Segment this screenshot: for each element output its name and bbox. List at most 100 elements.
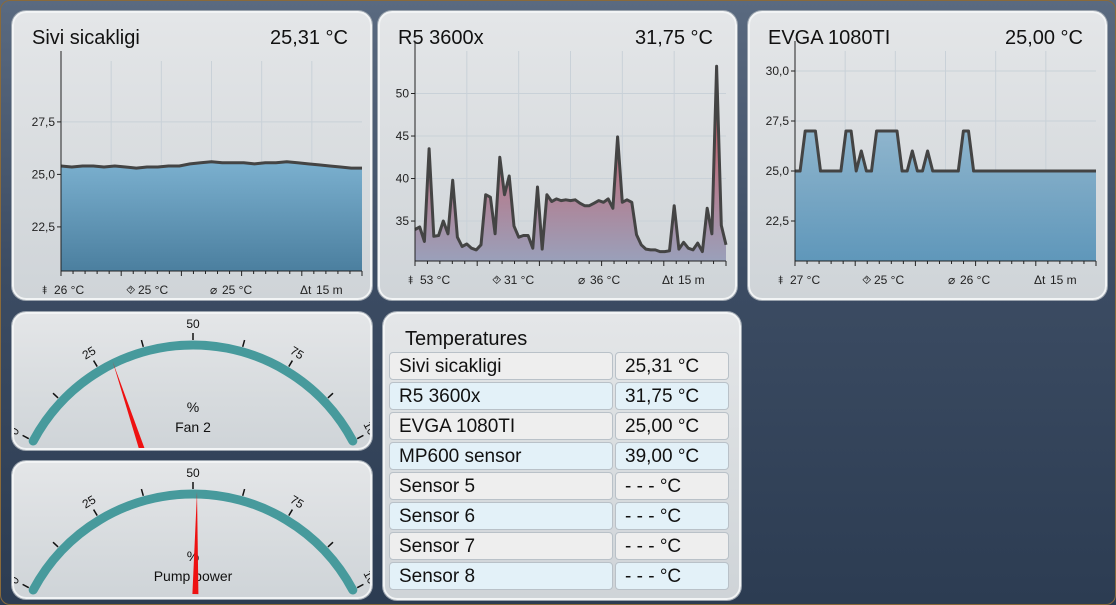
min-icon: ⯑ [126,283,136,297]
temperatures-title: Temperatures [405,328,528,350]
gauge-tick [92,360,98,367]
sensor-value: - - - °C [615,502,729,530]
sensor-value: - - - °C [615,472,729,500]
gauge-tick-label: 25 [80,343,99,362]
min-value: 25 °C [138,283,168,297]
temperature-chart: 22,5 25,0 27,5 ⯒ 26 °C ⯑ 25 °C ⌀ 25 °C Δt … [32,51,363,297]
gauge-tick [140,339,145,347]
series-line [414,64,728,254]
table-row: EVGA 1080TI 25,00 °C [389,412,729,440]
min-icon: ⯑ [492,273,502,287]
avg-value: 36 °C [590,273,620,287]
gauge-tick [52,392,59,399]
gauge: 0 25 50 75 100 % Fan 2 [7,317,382,458]
sensor-value: 25,00 °C [615,412,729,440]
sensor-name: MP600 sensor [389,442,613,470]
chart-title: Sivi sicakligi [32,27,140,49]
gauge-needle [192,492,199,595]
duration-icon: Δt [662,273,674,287]
gauge-tick [327,392,334,399]
gauge-tick-label: 50 [186,466,200,480]
gauge-tick [241,339,246,347]
duration-icon: Δt [300,283,312,297]
chart-footer: ⯒ 27 °C ⯑ 25 °C ⌀ 26 °C Δt 15 m [778,273,1077,287]
avg-icon: ⌀ [210,283,217,297]
max-value: 27 °C [790,273,820,287]
chart-footer: ⯒ 26 °C ⯑ 25 °C ⌀ 25 °C Δt 15 m [42,283,343,297]
gauge-arc [28,340,358,446]
gauge-tick-label: 75 [288,343,307,362]
sensor-name: Sensor 5 [389,472,613,500]
gauge-tick [92,509,98,516]
gauge-tick [22,434,30,440]
area-fill [795,131,1096,261]
sensor-value: 25,31 °C [615,352,729,380]
temperature-chart: 22,5 25,0 27,5 30,0 ⯒ 27 °C ⯑ 25 °C ⌀ 26 °C… [766,41,1097,287]
gauge-needle [112,361,147,458]
min-value: 25 °C [874,273,904,287]
chart-panel-evga-1080ti: EVGA 1080TI 25,00 °C 22,5 25,0 27,5 30,0 ⯒ … [748,11,1107,300]
y-tick-label: 27,5 [32,115,56,129]
table-row: R5 3600x 31,75 °C [389,382,729,410]
table-row: Sivi sicakligi 25,31 °C [389,352,729,380]
gauge-tick [52,541,59,548]
avg-value: 25 °C [222,283,252,297]
gauge-tick [241,488,246,496]
max-icon: ⯒ [42,283,47,297]
duration-value: 15 m [1050,273,1077,287]
chart-current-value: 25,31 °C [269,27,348,49]
max-icon: ⯒ [408,273,413,287]
max-icon: ⯒ [778,273,783,287]
gauge-tick-label: 50 [186,317,200,331]
y-tick-label: 25,0 [32,167,56,181]
y-tick-label: 22,5 [32,220,56,234]
max-value: 26 °C [54,283,84,297]
gauge-unit: % [187,399,199,415]
gauge-tick-label: 0 [14,425,22,438]
chart-footer: ⯒ 53 °C ⯑ 31 °C ⌀ 36 °C Δt 15 m [408,273,705,287]
gauge-tick [356,583,364,589]
y-tick-label: 27,5 [766,114,790,128]
area-fill [415,66,726,261]
sensor-value: 39,00 °C [615,442,729,470]
sensor-value: - - - °C [615,532,729,560]
min-icon: ⯑ [862,273,872,287]
gauge-tick-label: 100 [361,419,370,444]
gauge-label: Pump power [154,568,233,584]
gauge-tick [288,509,294,516]
gauge-tick-label: 0 [14,574,22,587]
sensor-name: Sensor 6 [389,502,613,530]
gauge-tick-label: 100 [361,568,370,593]
y-tick-label: 40 [396,172,410,186]
y-tick-label: 25,0 [766,164,790,178]
sensor-name: Sensor 8 [389,562,613,590]
sensor-name: EVGA 1080TI [389,412,613,440]
sensor-value: 31,75 °C [615,382,729,410]
duration-value: 15 m [678,273,705,287]
chart-title: EVGA 1080TI [768,27,891,49]
sensor-name: Sivi sicakligi [389,352,613,380]
chart-current-value: 31,75 °C [634,27,713,49]
avg-value: 26 °C [960,273,990,287]
chart-panel-sivi-sicakligi: Sivi sicakligi 25,31 °C 22,5 25,0 27,5 ⯒ 2… [12,11,372,300]
y-tick-label: 45 [396,129,410,143]
gauge-tick [327,541,334,548]
series-line [60,160,362,170]
chart-title: R5 3600x [398,27,484,49]
gauge-tick [140,488,145,496]
area-fill [61,161,362,271]
table-row: Sensor 8 - - - °C [389,562,729,590]
chart-panel-r5-3600x: R5 3600x 31,75 °C 35 40 45 50 ⯒ 53 °C ⯑ 31 … [378,11,737,300]
chart-current-value: 25,00 °C [1004,27,1083,49]
gauge-label: Fan 2 [175,419,211,435]
temperature-chart: 35 40 45 50 ⯒ 53 °C ⯑ 31 °C ⌀ 36 °C Δt 15 m [396,41,728,287]
gauge-tick-label: 25 [80,492,99,511]
temperatures-panel: Temperatures Sivi sicakligi 25,31 °C R5 … [383,312,741,600]
gauge-tick [22,583,30,589]
sensor-name: Sensor 7 [389,532,613,560]
gauge-tick [356,434,364,440]
sensor-name: R5 3600x [389,382,613,410]
table-row: Sensor 6 - - - °C [389,502,729,530]
max-value: 53 °C [420,273,450,287]
